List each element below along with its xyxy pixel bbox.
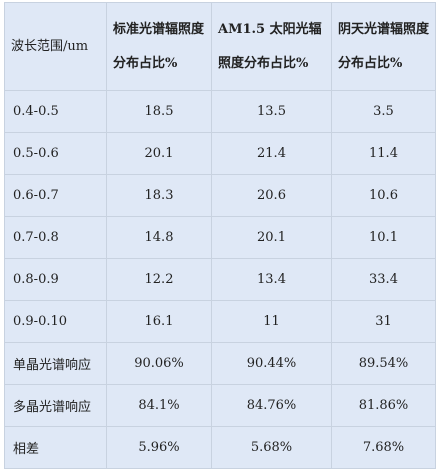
- spectral-irradiance-table: 波长范围/um 标准光谱辐照度分布占比% AM1.5 太阳光辐照度分布占比% 阴…: [4, 2, 436, 469]
- header-standard-spectrum: 标准光谱辐照度分布占比%: [106, 2, 212, 91]
- table-row: 相差 5.96% 5.68% 7.68%: [4, 426, 436, 469]
- table-cell: 11: [211, 300, 332, 343]
- row-label: 0.7-0.8: [4, 216, 107, 259]
- header-am15-spectrum: AM1.5 太阳光辐照度分布占比%: [211, 2, 332, 91]
- table-cell: 90.06%: [106, 342, 212, 385]
- table-cell: 84.1%: [106, 384, 212, 427]
- table-row: 0.9-0.10 16.1 11 31: [4, 300, 436, 343]
- table-cell: 89.54%: [331, 342, 436, 385]
- table-cell: 5.96%: [106, 426, 212, 469]
- table-cell: 3.5: [331, 90, 436, 133]
- table-cell: 10.6: [331, 174, 436, 217]
- table-row: 0.7-0.8 14.8 20.1 10.1: [4, 216, 436, 259]
- table-row: 0.8-0.9 12.2 13.4 33.4: [4, 258, 436, 301]
- table-row: 0.4-0.5 18.5 13.5 3.5: [4, 90, 436, 133]
- row-label: 相差: [4, 426, 107, 469]
- row-label: 0.9-0.10: [4, 300, 107, 343]
- header-wavelength-range: 波长范围/um: [4, 2, 107, 91]
- table-cell: 20.1: [106, 132, 212, 175]
- table-cell: 21.4: [211, 132, 332, 175]
- table-cell: 10.1: [331, 216, 436, 259]
- row-label: 单晶光谱响应: [4, 342, 107, 385]
- table-cell: 11.4: [331, 132, 436, 175]
- table-row: 多晶光谱响应 84.1% 84.76% 81.86%: [4, 384, 436, 427]
- row-label: 多晶光谱响应: [4, 384, 107, 427]
- table-cell: 13.4: [211, 258, 332, 301]
- row-label: 0.5-0.6: [4, 132, 107, 175]
- table-cell: 90.44%: [211, 342, 332, 385]
- table-cell: 33.4: [331, 258, 436, 301]
- table-row: 单晶光谱响应 90.06% 90.44% 89.54%: [4, 342, 436, 385]
- table-body: 0.4-0.5 18.5 13.5 3.5 0.5-0.6 20.1 21.4 11.4 0.6…: [4, 90, 436, 469]
- row-label: 0.8-0.9: [4, 258, 107, 301]
- table-cell: 16.1: [106, 300, 212, 343]
- table-cell: 5.68%: [211, 426, 332, 469]
- table-cell: 84.76%: [211, 384, 332, 427]
- table-cell: 20.6: [211, 174, 332, 217]
- header-overcast-spectrum: 阴天光谱辐照度分布占比%: [331, 2, 436, 91]
- header-row: 波长范围/um 标准光谱辐照度分布占比% AM1.5 太阳光辐照度分布占比% 阴…: [4, 2, 436, 91]
- table-cell: 12.2: [106, 258, 212, 301]
- table-cell: 7.68%: [331, 426, 436, 469]
- table-cell: 18.3: [106, 174, 212, 217]
- table-cell: 20.1: [211, 216, 332, 259]
- table-row: 0.6-0.7 18.3 20.6 10.6: [4, 174, 436, 217]
- table-cell: 14.8: [106, 216, 212, 259]
- table-cell: 31: [331, 300, 436, 343]
- table-row: 0.5-0.6 20.1 21.4 11.4: [4, 132, 436, 175]
- table-cell: 81.86%: [331, 384, 436, 427]
- table-cell: 13.5: [211, 90, 332, 133]
- row-label: 0.4-0.5: [4, 90, 107, 133]
- row-label: 0.6-0.7: [4, 174, 107, 217]
- table-cell: 18.5: [106, 90, 212, 133]
